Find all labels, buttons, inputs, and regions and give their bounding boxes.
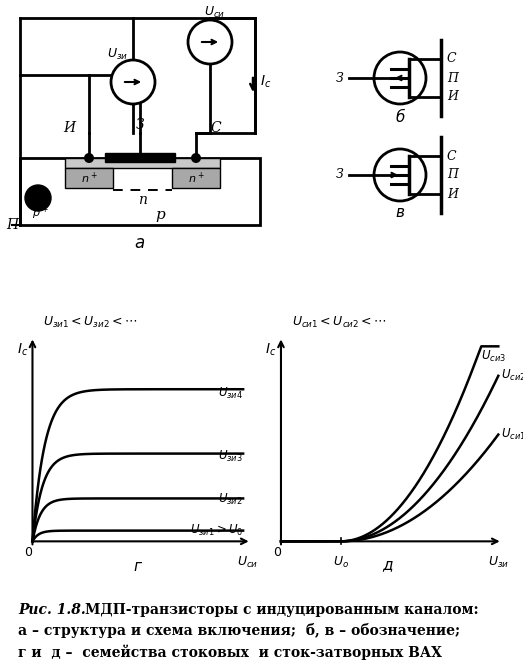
Text: И: И: [447, 91, 458, 103]
Text: $n^+$: $n^+$: [81, 170, 97, 185]
Text: С: С: [447, 149, 457, 163]
Text: 0: 0: [24, 546, 32, 558]
Bar: [172, 168, 220, 188]
Text: $U_{си}$: $U_{си}$: [237, 555, 258, 570]
Text: П: П: [447, 71, 458, 85]
Text: $n^+$: $n^+$: [188, 170, 204, 185]
Text: $U_{си1} < U_{си2} < \cdots$: $U_{си1} < U_{си2} < \cdots$: [292, 315, 386, 330]
Text: $в$: $в$: [395, 206, 405, 220]
Circle shape: [135, 153, 145, 163]
Text: З: З: [336, 71, 344, 85]
Text: П: П: [6, 218, 18, 232]
Text: $U_{зи4}$: $U_{зи4}$: [218, 386, 243, 402]
Text: $U_{си3}$: $U_{си3}$: [481, 349, 506, 364]
Text: И: И: [447, 187, 458, 201]
Text: П: П: [447, 169, 458, 181]
Text: $U_{зи1} > U_0$: $U_{зи1} > U_0$: [189, 524, 243, 538]
Text: С: С: [447, 53, 457, 65]
Text: $U_{си2}$: $U_{си2}$: [502, 368, 523, 384]
Text: $г$: $г$: [133, 560, 143, 574]
Circle shape: [111, 60, 155, 104]
Circle shape: [191, 153, 201, 163]
Text: $U_{си}$: $U_{си}$: [204, 5, 225, 19]
Text: $I_c$: $I_c$: [17, 342, 28, 358]
Text: n: n: [138, 193, 147, 207]
Text: p: p: [155, 208, 165, 222]
Text: $U_{зи3}$: $U_{зи3}$: [218, 449, 243, 464]
Text: МДП-транзисторы с индуцированным каналом:: МДП-транзисторы с индуцированным каналом…: [85, 603, 479, 617]
Text: $U_{си1}$: $U_{си1}$: [502, 427, 523, 442]
Circle shape: [374, 149, 426, 201]
Bar: [105, 153, 175, 162]
Text: $а$: $а$: [134, 235, 145, 251]
Circle shape: [188, 20, 232, 64]
Text: З: З: [336, 169, 344, 181]
Text: $p^+$: $p^+$: [32, 204, 48, 221]
Text: $U_{зи1} < U_{зи2} < \cdots$: $U_{зи1} < U_{зи2} < \cdots$: [43, 315, 138, 330]
Text: С: С: [211, 121, 221, 135]
Text: 0: 0: [272, 546, 281, 558]
Text: $U_{зи}$: $U_{зи}$: [107, 47, 129, 61]
Text: г и  д –  семейства стоковых  и сток-затворных ВАХ: г и д – семейства стоковых и сток-затвор…: [18, 644, 442, 660]
Circle shape: [25, 185, 51, 211]
Text: $U_{зи}$: $U_{зи}$: [488, 555, 509, 570]
Text: $I_c$: $I_c$: [260, 74, 271, 90]
Text: $U_o$: $U_o$: [333, 555, 349, 570]
Text: И: И: [63, 121, 75, 135]
Text: $U_{зи2}$: $U_{зи2}$: [219, 492, 243, 508]
Text: З: З: [135, 118, 144, 132]
Text: Рис. 1.8.: Рис. 1.8.: [18, 603, 86, 617]
Bar: [20, 158, 260, 225]
Bar: [65, 158, 220, 168]
Text: $д$: $д$: [382, 560, 393, 574]
Text: $I_c$: $I_c$: [265, 342, 277, 358]
Text: а – структура и схема включения;  б, в – обозначение;: а – структура и схема включения; б, в – …: [18, 622, 460, 638]
Text: $б$: $б$: [394, 107, 405, 125]
Circle shape: [84, 153, 94, 163]
Bar: [65, 168, 113, 188]
Circle shape: [374, 52, 426, 104]
